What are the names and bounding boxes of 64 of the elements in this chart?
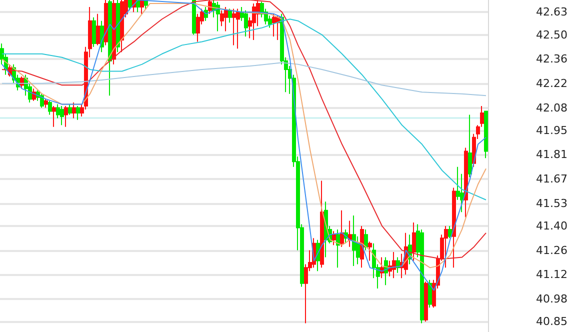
candlestick [424,281,428,322]
candlestick [128,0,132,11]
y-tick-label: 41.95 [536,124,568,137]
candlestick [140,0,144,14]
candlestick [244,10,248,38]
candlestick [116,0,120,53]
candlestick [112,0,116,65]
candlestick [92,16,96,48]
y-tick-label: 41.40 [536,219,568,232]
candlestick [484,110,488,159]
candlestick [108,0,112,96]
candlestick [320,180,324,268]
candlestick [44,98,48,108]
candlestick [208,0,212,14]
candlestick [52,106,56,128]
candlestick [352,215,356,266]
candlestick [60,106,64,126]
candlestick [348,220,352,248]
candlestick [72,102,76,119]
candlestick [464,147,468,218]
line-series [2,62,486,96]
candlestick [64,106,68,128]
line-series [2,18,486,200]
candlestick [232,8,236,46]
y-tick-label: 41.26 [536,244,568,257]
candlestick [48,100,52,116]
candlestick [120,0,124,53]
candlestick [96,13,100,46]
candlestick [340,210,344,248]
candlestick [428,279,432,308]
y-tick-label: 41.81 [536,148,568,162]
y-tick-label: 41.12 [536,268,568,282]
candlestick [224,6,228,32]
candlestick [380,256,384,279]
candlestick [252,2,256,40]
candlestick [104,0,108,46]
y-tick-label: 42.36 [536,52,568,66]
y-tick-label: 42.50 [536,28,568,42]
candlestick [236,8,240,50]
candlestick [368,241,372,262]
y-tick-label: 41.67 [536,172,568,186]
candlestick [40,93,44,108]
candlestick [412,222,416,262]
candlestick [68,104,72,116]
candlestick [468,114,472,178]
y-tick-label: 42.63 [536,6,568,19]
candlestick [360,225,364,268]
candlestick [316,239,320,272]
candlestick [364,228,368,251]
candlestick [452,187,456,268]
candlestick [76,106,80,120]
y-tick-label: 41.53 [536,196,568,210]
candlestick [192,0,196,36]
candlestick [272,13,276,38]
candlestick [228,8,232,24]
y-tick-label: 40.85 [536,315,568,328]
candlestick [448,225,452,239]
candlestick [444,225,448,268]
candlestick [392,252,396,279]
y-tick-label: 42.08 [536,101,568,114]
y-tick-label: 40.98 [536,292,568,306]
candlestick [332,230,336,246]
y-tick-label: 42.22 [536,76,568,90]
candlestick [336,228,340,268]
